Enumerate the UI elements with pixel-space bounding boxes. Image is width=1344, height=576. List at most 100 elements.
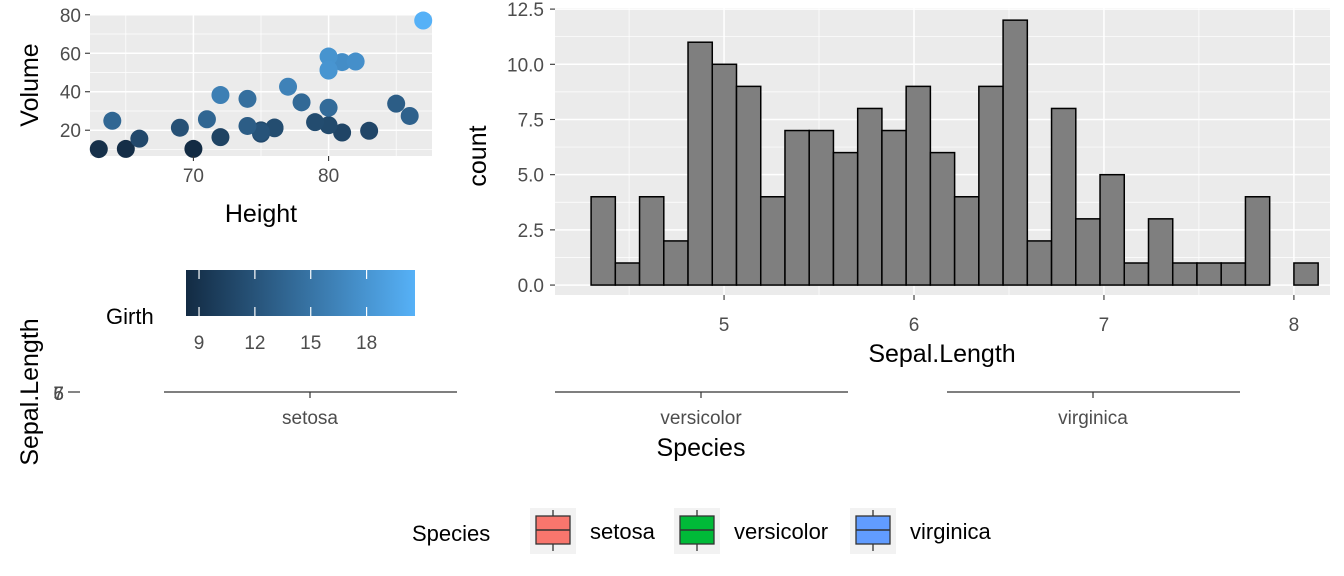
scatter-point — [400, 106, 419, 125]
scatter-point — [130, 129, 149, 148]
boxplot-y-tick-labels: 7 6 5 — [53, 384, 64, 405]
histogram-bar — [1002, 19, 1029, 286]
histogram-bar — [1123, 262, 1150, 286]
histogram-bar — [687, 41, 714, 286]
histogram-y-tick-label: 0.0 — [518, 276, 544, 297]
histogram-x-tick-label: 6 — [909, 315, 920, 336]
scatter-chart: 70 80 20 40 60 80 Height Volume — [16, 6, 433, 228]
histogram-x-tick-label: 7 — [1099, 315, 1110, 336]
legend-item-virginica: virginica — [850, 508, 991, 554]
histogram-y-tick-label: 7.5 — [518, 110, 544, 131]
histogram-bar — [590, 196, 617, 286]
scatter-point — [170, 118, 189, 137]
boxplot-y-tick-label: 6 — [53, 384, 64, 405]
scatter-x-axis-title: Height — [225, 200, 297, 228]
scatter-point — [319, 116, 338, 135]
scatter-point — [346, 52, 365, 71]
boxplot-category-versicolor: versicolor — [555, 391, 848, 429]
histogram-bar — [1244, 196, 1271, 286]
scatter-point — [279, 77, 298, 96]
legend-item-versicolor: versicolor — [674, 508, 828, 554]
scatter-ticks: 70 80 20 40 60 80 — [60, 6, 339, 187]
scatter-point — [360, 121, 379, 140]
histogram-bar — [881, 129, 907, 286]
histogram-bar — [905, 85, 932, 286]
histogram-y-tick-label: 2.5 — [518, 221, 544, 242]
colorbar-tick-label: 15 — [300, 333, 321, 354]
legend-label: virginica — [910, 519, 991, 544]
histogram-chart: 5 6 7 8 0.0 2.5 5.0 7.5 10.0 12.5 Sepal.Length co… — [464, 0, 1330, 368]
histogram-bar — [711, 63, 738, 286]
girth-legend: Girth 9 12 15 18 — [106, 270, 415, 354]
species-legend-title: Species — [412, 521, 490, 546]
scatter-point — [116, 139, 135, 158]
histogram-y-tick-label: 12.5 — [507, 0, 544, 21]
histogram-bar — [663, 240, 689, 286]
scatter-point — [238, 89, 257, 108]
legend-label: setosa — [590, 519, 656, 544]
boxplot-y-tick-label: 5 — [53, 384, 64, 405]
histogram-bar — [1147, 218, 1174, 286]
histogram-bar — [759, 196, 786, 286]
histogram-bar — [808, 129, 835, 286]
scatter-x-tick-label: 80 — [318, 166, 339, 187]
histogram-bar — [614, 262, 641, 286]
colorbar-tick-label: 12 — [244, 333, 265, 354]
scatter-point — [292, 93, 311, 112]
scatter-point — [333, 53, 352, 72]
girth-legend-title: Girth — [106, 304, 154, 329]
boxplot-y-tick-label: 7 — [53, 384, 64, 405]
histogram-bar — [1171, 262, 1198, 286]
scatter-y-tick-label: 40 — [60, 83, 81, 104]
histogram-bar — [1196, 262, 1222, 286]
histogram-bar — [1099, 173, 1126, 286]
scatter-point — [184, 139, 203, 158]
boxplot-x-tick-label: setosa — [282, 408, 338, 429]
histogram-y-axis-title: count — [464, 125, 492, 186]
boxplot-chart: 7 6 5 Sepal.Length setosa versicolor vir… — [16, 318, 1240, 466]
histogram-ticks: 5 6 7 8 0.0 2.5 5.0 7.5 10.0 12.5 — [507, 0, 1299, 336]
scatter-point — [414, 11, 433, 30]
boxplot-x-tick-label: versicolor — [660, 408, 742, 429]
scatter-point — [89, 140, 108, 159]
boxplot-x-tick-label: virginica — [1058, 408, 1128, 429]
histogram-y-tick-label: 10.0 — [507, 55, 544, 76]
colorbar-tick-label: 9 — [194, 333, 205, 354]
species-legend: Species setosa versicolor virginica — [412, 508, 991, 554]
scatter-point — [319, 61, 338, 80]
histogram-bar — [1293, 262, 1319, 286]
scatter-y-tick-label: 60 — [60, 44, 81, 65]
scatter-point — [333, 123, 352, 142]
scatter-points — [89, 11, 433, 159]
scatter-point — [197, 110, 216, 129]
histogram-bar — [638, 196, 665, 286]
girth-colorbar — [186, 270, 415, 316]
colorbar-tick-label: 18 — [356, 333, 377, 354]
scatter-point — [211, 128, 230, 147]
scatter-y-tick-label: 80 — [60, 6, 81, 27]
boxplot-category-virginica: virginica — [947, 391, 1240, 429]
histogram-bar — [832, 151, 859, 286]
scatter-y-axis-title: Volume — [16, 43, 44, 126]
histogram-bar — [1220, 262, 1247, 286]
scatter-point — [211, 86, 230, 105]
scatter-point — [238, 116, 257, 135]
boxplot-y-axis-title: Sepal.Length — [16, 318, 44, 465]
histogram-bar — [929, 151, 956, 286]
histogram-x-tick-label: 8 — [1289, 315, 1300, 336]
histogram-bar — [1050, 107, 1077, 286]
boxplot-category-setosa: setosa — [164, 391, 457, 429]
scatter-point — [319, 98, 338, 117]
legend-item-setosa: setosa — [530, 508, 656, 554]
histogram-bars — [590, 19, 1319, 286]
scatter-x-tick-label: 70 — [183, 166, 204, 187]
histogram-bar — [953, 196, 980, 286]
girth-colorbar-ticks: 9 12 15 18 — [194, 270, 377, 354]
scatter-point — [103, 111, 122, 130]
histogram-x-axis-title: Sepal.Length — [868, 340, 1015, 368]
scatter-point — [319, 47, 338, 66]
scatter-point — [387, 94, 406, 113]
histogram-bar — [856, 107, 883, 286]
histogram-bar — [1026, 240, 1053, 286]
